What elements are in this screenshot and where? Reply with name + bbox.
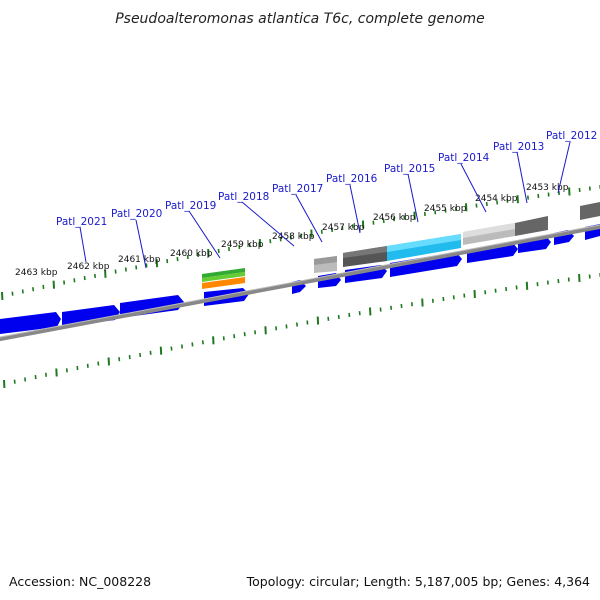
kbp-label: 2455 kbp [424,204,467,214]
gene-label-leaders [79,141,571,269]
gene-label-patl-2021[interactable]: Patl_2021 [56,216,107,228]
leader-line [407,173,419,223]
gene-label-patl-2012[interactable]: Patl_2012 [546,130,597,142]
gene-arrow[interactable] [62,305,120,327]
feature-box[interactable] [580,202,600,220]
kbp-label: 2460 kbp [170,249,213,259]
gc-block-orange [202,277,245,289]
accession-text: Accession: NC_008228 [9,574,151,589]
gene-label-patl-2015[interactable]: Patl_2015 [384,163,435,175]
gene-label-patl-2013[interactable]: Patl_2013 [493,141,544,153]
genome-summary-text: Topology: circular; Length: 5,187,005 bp… [246,574,590,589]
leader-line [557,141,571,194]
gene-label-patl-2020[interactable]: Patl_2020 [111,208,162,220]
gene-labels: Patl_2021 Patl_2020 Patl_2019 Patl_2018 … [56,130,597,228]
kbp-label: 2463 kbp [15,268,58,278]
kbp-label: 2456 kbp [373,213,416,223]
kbp-label: 2454 kbp [475,194,518,204]
gene-label-patl-2016[interactable]: Patl_2016 [326,173,378,185]
gc-block-green [202,268,245,278]
gene-arrow[interactable] [0,312,61,334]
gc-block-green [202,272,245,282]
leader-line [460,163,487,213]
leader-line [516,151,528,204]
gene-arrow[interactable] [390,252,462,277]
inner-scale-ring [3,273,600,389]
kbp-scale-labels: 2463 kbp 2462 kbp 2461 kbp 2460 kbp 2459… [15,183,569,278]
kbp-label: 2462 kbp [67,262,110,272]
feature-box-shade [463,223,515,238]
gene-label-patl-2018[interactable]: Patl_2018 [218,191,269,203]
kbp-label: 2458 kbp [272,232,315,242]
gene-arrow[interactable] [467,242,518,263]
map-title: Pseudoalteromonas atlantica T6c, complet… [115,11,485,27]
gene-label-patl-2019[interactable]: Patl_2019 [165,200,216,212]
gene-label-patl-2014[interactable]: Patl_2014 [438,152,490,164]
kbp-label: 2453 kbp [526,183,569,193]
feature-box-shade [314,256,337,265]
genome-backbone-highlight [0,224,600,338]
feature-track [202,202,600,289]
leader-line [135,219,147,269]
feature-box[interactable] [515,216,548,236]
leader-line [241,201,295,247]
leader-line [295,194,323,243]
leader-line [188,210,221,259]
kbp-label: 2459 kbp [221,240,264,250]
genome-backbone [0,224,600,342]
leader-line [79,226,87,263]
feature-box-shade [387,234,461,252]
kbp-label: 2461 kbp [118,255,161,265]
outer-scale-ring [1,185,600,301]
leader-line [349,184,361,234]
feature-box-shade [343,246,387,258]
kbp-label: 2457 kbp [322,223,365,233]
gene-label-patl-2017[interactable]: Patl_2017 [272,183,323,195]
